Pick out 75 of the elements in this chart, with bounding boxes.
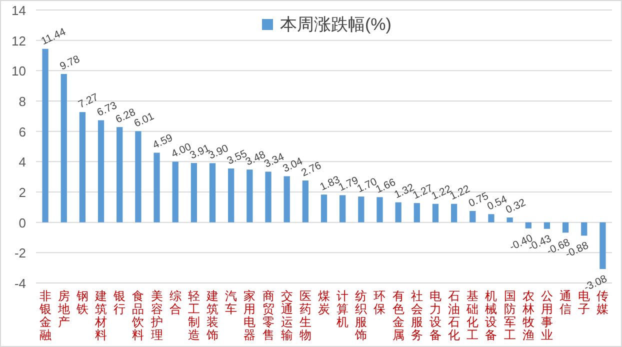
- bar: [284, 176, 290, 222]
- x-tick-label: 轻工制造: [188, 289, 200, 342]
- x-tick-label: 计算机: [336, 289, 349, 329]
- bar: [451, 204, 458, 222]
- bar: [60, 74, 67, 222]
- bar: [228, 168, 234, 222]
- bar: [302, 180, 308, 222]
- x-tick-label: 石油石化: [448, 289, 460, 342]
- x-tick-label: 银行: [112, 289, 126, 316]
- x-tick-label: 基础化工: [466, 289, 479, 342]
- x-tick-label: 医药生物: [299, 289, 312, 342]
- bar: [190, 163, 197, 222]
- x-tick-label: 有色金属: [392, 289, 404, 342]
- x-tick-label: 家用电器: [244, 289, 256, 342]
- y-tick-label: 10: [12, 64, 26, 79]
- text: 11.44: [39, 26, 68, 48]
- bar: [488, 214, 494, 222]
- x-tick-label: 食品饮料: [131, 289, 144, 342]
- bar: [246, 170, 253, 222]
- bar: [265, 172, 272, 222]
- x-tick-label: 房地产: [56, 289, 70, 329]
- x-tick-label: 国防军工: [504, 289, 516, 342]
- bar: [358, 196, 364, 222]
- bar: [414, 203, 420, 222]
- bar: [562, 222, 569, 233]
- x-tick-label: 环保: [374, 289, 386, 316]
- bar: [116, 127, 123, 222]
- x-tick-label: 钢铁: [75, 289, 88, 316]
- x-tick-label: 建筑装饰: [206, 289, 219, 342]
- x-tick-label: 传媒: [596, 289, 609, 316]
- bar: [525, 222, 532, 228]
- bar: [395, 202, 402, 222]
- y-tick-label: 4: [18, 154, 26, 170]
- bar: [209, 163, 216, 222]
- bar: [135, 131, 142, 222]
- bar: [376, 197, 383, 222]
- x-tick-label: 机械设备: [485, 289, 498, 342]
- y-tick-label: 6: [18, 124, 26, 140]
- x-tick-label: 汽车: [225, 289, 238, 316]
- bar: [154, 152, 160, 222]
- bar: [340, 195, 346, 222]
- bar: [581, 222, 588, 236]
- y-tick-label: -4: [14, 276, 26, 291]
- x-tick-label: 通信: [560, 289, 572, 316]
- y-tick-label: 12: [12, 33, 26, 48]
- x-tick-label: 社会服务: [410, 289, 423, 342]
- bar: [544, 222, 550, 229]
- y-tick-label: 0: [18, 215, 26, 230]
- y-tick-label: 2: [18, 185, 26, 200]
- x-tick-label: 电子: [578, 289, 590, 316]
- x-tick-label: 煤炭: [318, 289, 330, 316]
- x-tick-label: 美容护理: [150, 289, 163, 342]
- x-tick-label: 综合: [169, 289, 182, 316]
- legend-label: 本周涨跌幅(%): [280, 15, 392, 34]
- x-tick-label: 纺织服饰: [354, 289, 368, 342]
- bar: [470, 210, 476, 222]
- x-tick-label: 建筑材料: [94, 289, 108, 342]
- bar: [320, 194, 328, 222]
- bar: [600, 222, 606, 270]
- x-tick-label: 交通运输: [280, 289, 293, 342]
- bar: [42, 48, 48, 222]
- x-tick-label: 公用事业: [540, 289, 553, 342]
- text: 9.78: [58, 53, 82, 73]
- bar: [506, 217, 513, 222]
- x-tick-label: 农林牧渔: [521, 289, 534, 342]
- bar: [432, 204, 439, 222]
- bar: [79, 112, 86, 222]
- y-tick-label: 8: [18, 94, 26, 109]
- y-tick-label: 14: [12, 3, 26, 18]
- bar: [172, 162, 178, 222]
- x-tick-label: 商贸零售: [262, 289, 274, 342]
- x-tick-label: 非银金融: [38, 289, 52, 342]
- y-tick-label: -2: [14, 246, 26, 261]
- x-tick-label: 电力设备: [429, 289, 442, 342]
- bar: [98, 120, 104, 222]
